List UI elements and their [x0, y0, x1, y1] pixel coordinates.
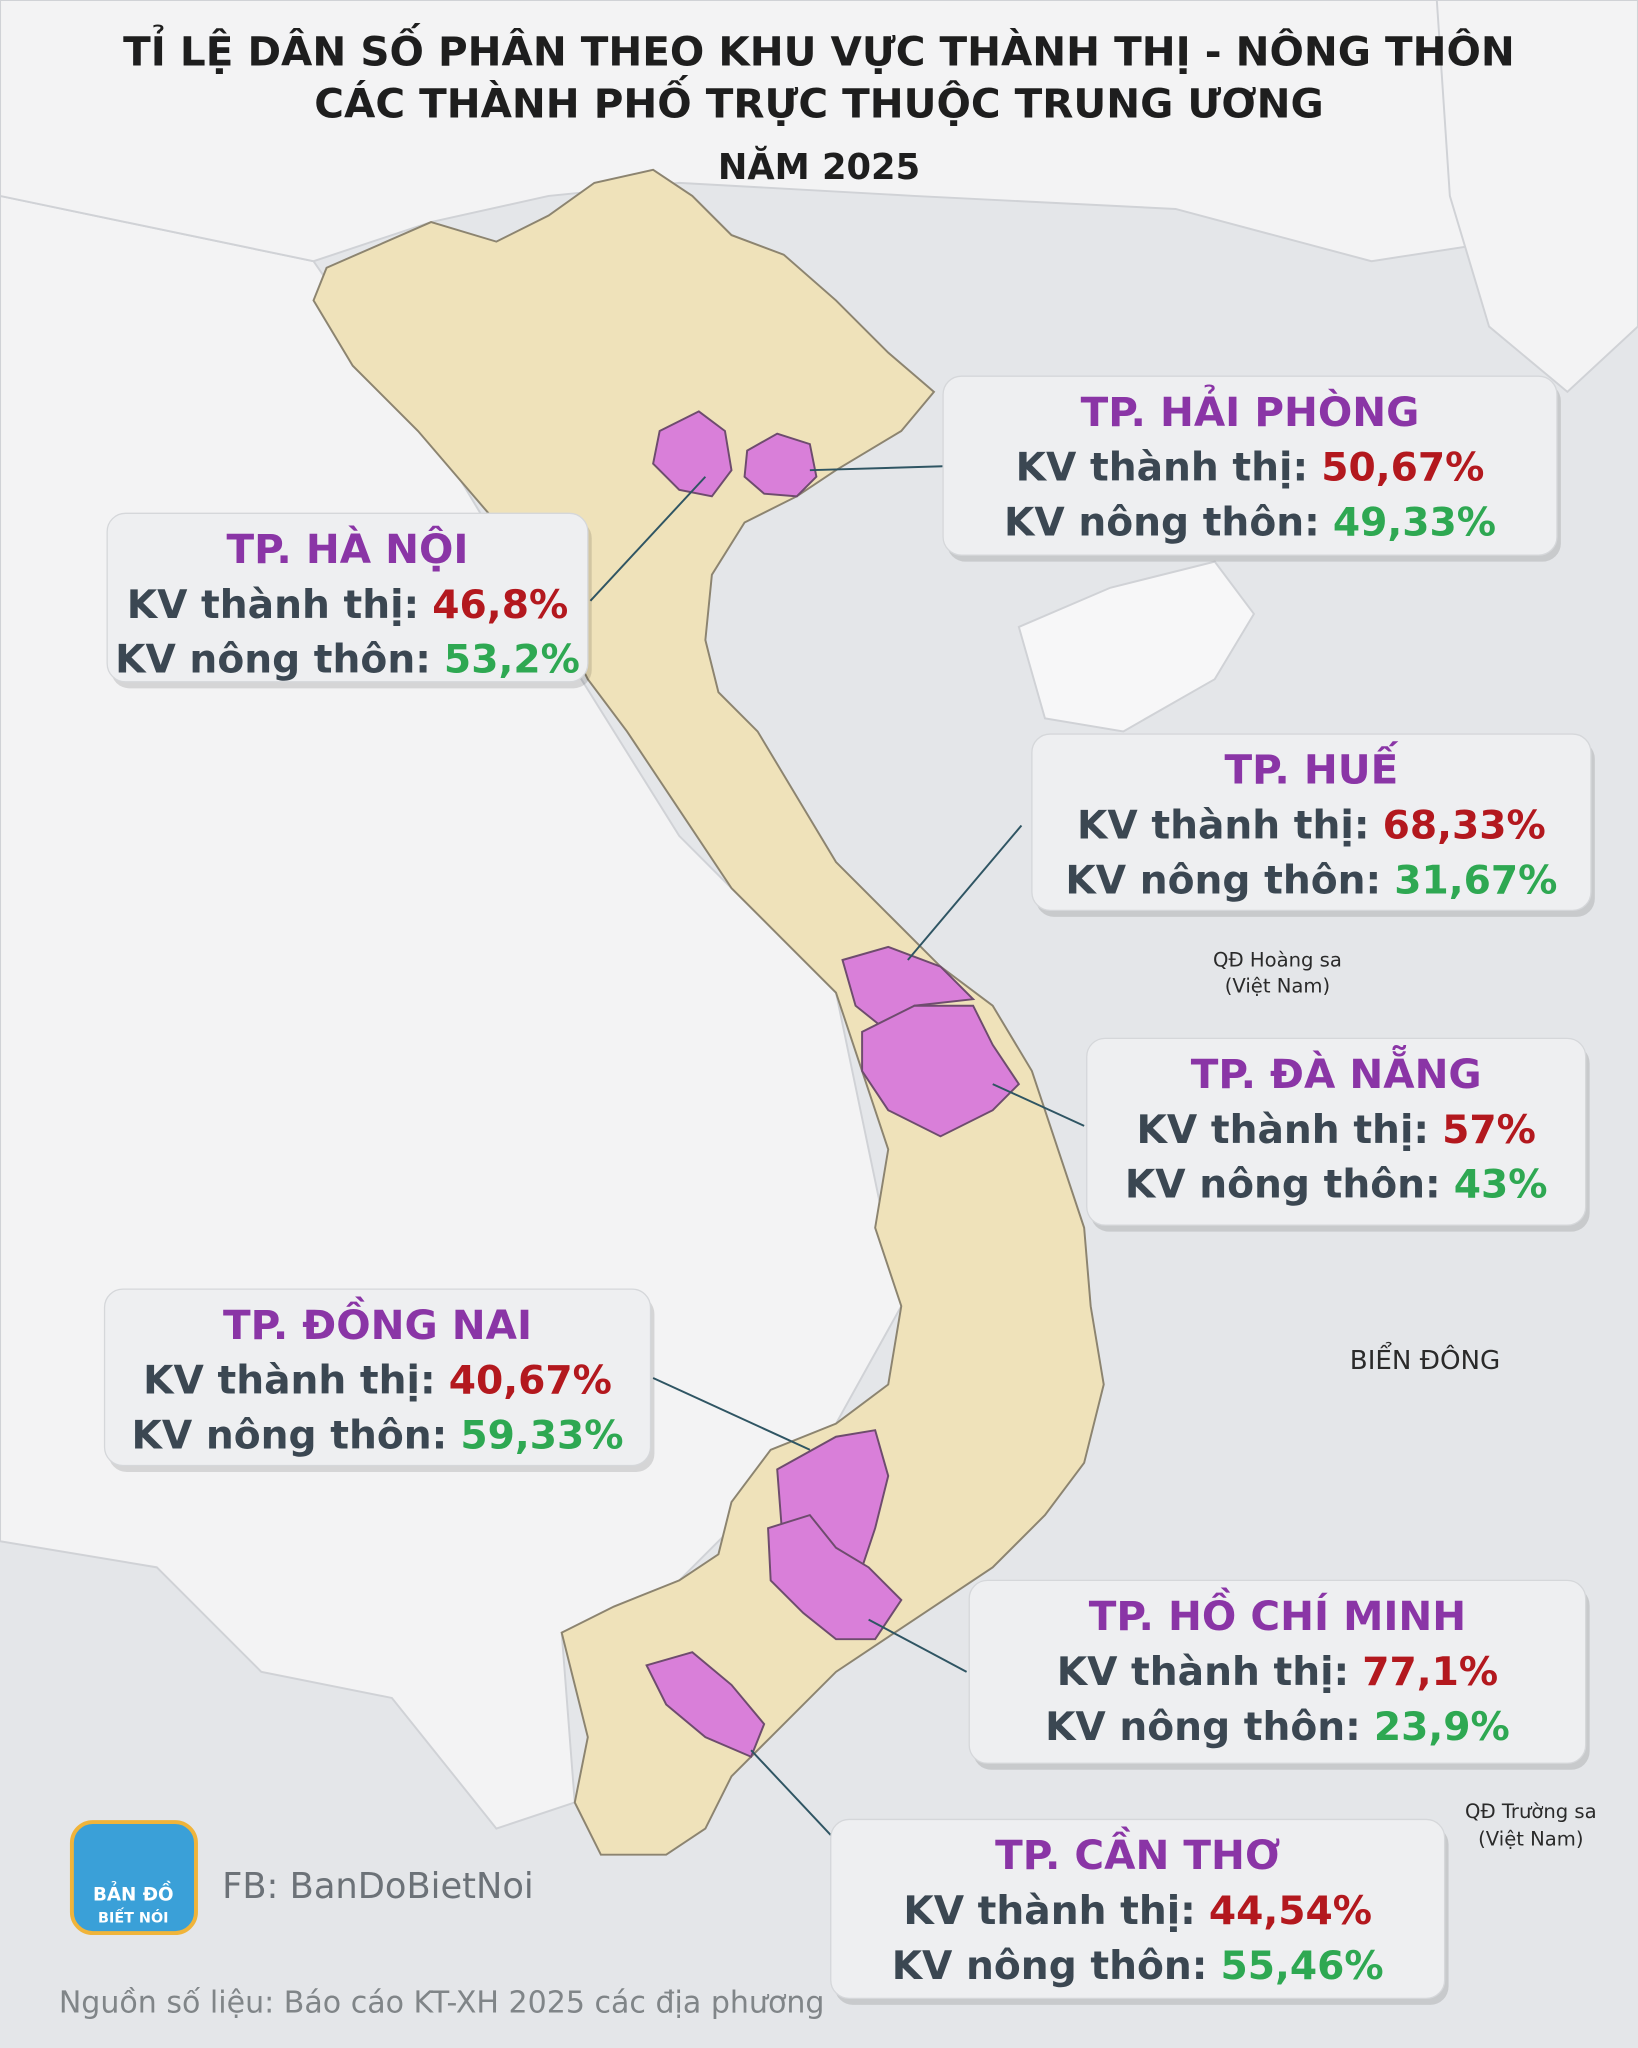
share-line: KV thành thị: 44,54%: [903, 1889, 1372, 1934]
share-value: 23,9%: [1374, 1705, 1510, 1750]
share-value: 55,46%: [1221, 1944, 1384, 1989]
subtitle: NĂM 2025: [718, 145, 920, 188]
city-name: TP. HÀ NỘI: [227, 525, 469, 573]
city-name: TP. ĐỒNG NAI: [223, 1295, 532, 1349]
share-label: KV nông thôn:: [1065, 858, 1381, 903]
map-label: (Việt Nam): [1225, 975, 1330, 998]
city-box: [968, 1579, 1587, 1764]
share-label: KV nông thôn:: [892, 1944, 1208, 1989]
facebook: FB: BanDoBietNoi: [222, 1866, 534, 1907]
logo-text: BIẾT NÓI: [98, 1908, 168, 1927]
share-label: KV thành thị:: [1137, 1108, 1429, 1153]
leader-line: [907, 824, 1023, 961]
map-label: (Việt Nam): [1478, 1828, 1583, 1851]
share-value: 77,1%: [1362, 1650, 1498, 1695]
region-da-nang: [861, 1004, 1021, 1138]
share-label: KV thành thị:: [127, 583, 419, 628]
map-label: BIỂN ĐÔNG: [1350, 1341, 1501, 1376]
region-hue: [841, 945, 976, 1034]
map-label: QĐ Hoàng sa: [1213, 949, 1342, 972]
share-value: 49,33%: [1333, 501, 1496, 546]
region-ha-noi: [652, 410, 733, 498]
share-value: 40,67%: [449, 1359, 612, 1404]
share-label: KV thành thị:: [1077, 804, 1369, 849]
share-line: KV nông thôn: 49,33%: [1004, 501, 1496, 546]
region-can-tho: [645, 1651, 766, 1759]
share-label: KV thành thị:: [903, 1889, 1195, 1934]
share-value: 50,67%: [1321, 446, 1484, 491]
share-value: 46,8%: [432, 583, 568, 628]
share-line: KV thành thị: 57%: [1137, 1108, 1536, 1153]
city-name: TP. HẢI PHÒNG: [1081, 383, 1420, 436]
logo: [69, 1820, 198, 1936]
share-line: KV nông thôn: 55,46%: [892, 1944, 1384, 1989]
share-label: KV nông thôn:: [115, 638, 431, 683]
share-label: KV thành thị:: [143, 1359, 435, 1404]
city-box: [942, 375, 1558, 556]
share-line: KV thành thị: 50,67%: [1016, 446, 1485, 491]
share-line: KV nông thôn: 23,9%: [1045, 1705, 1510, 1750]
share-value: 57%: [1442, 1108, 1536, 1153]
share-value: 68,33%: [1383, 804, 1546, 849]
share-line: KV thành thị: 46,8%: [127, 583, 568, 628]
share-line: KV thành thị: 40,67%: [143, 1359, 612, 1404]
city-name: TP. CẦN THƠ: [995, 1825, 1280, 1879]
city-name: TP. HỒ CHÍ MINH: [1089, 1586, 1466, 1640]
share-value: 53,2%: [444, 638, 580, 683]
share-line: KV thành thị: 77,1%: [1057, 1650, 1498, 1695]
title-line: CÁC THÀNH PHỐ TRỰC THUỘC TRUNG ƯƠNG: [314, 74, 1323, 128]
share-line: KV thành thị: 68,33%: [1077, 804, 1546, 849]
share-line: KV nông thôn: 43%: [1125, 1163, 1548, 1208]
region-ho-chi-minh: [767, 1513, 903, 1641]
leader-line: [750, 1749, 832, 1836]
city-box: [106, 512, 589, 683]
leader-line: [992, 1083, 1085, 1127]
source: Nguồn số liệu: Báo cáo KT-XH 2025 các đị…: [59, 1986, 825, 2021]
share-line: KV nông thôn: 59,33%: [132, 1413, 624, 1458]
city-box: [1086, 1037, 1587, 1226]
east-land: [1435, 0, 1638, 394]
share-label: KV thành thị:: [1016, 446, 1308, 491]
leader-line: [809, 465, 944, 472]
region-hai-phong: [743, 432, 818, 498]
share-label: KV nông thôn:: [1045, 1705, 1361, 1750]
share-line: KV nông thôn: 31,67%: [1065, 858, 1557, 903]
city-name: TP. HUẾ: [1225, 740, 1399, 794]
logo-text: BẢN ĐỒ: [93, 1881, 174, 1905]
share-label: KV thành thị:: [1057, 1650, 1349, 1695]
share-value: 59,33%: [460, 1413, 623, 1458]
city-box: [830, 1818, 1446, 2000]
leader-line: [589, 476, 707, 602]
share-label: KV nông thôn:: [1004, 501, 1320, 546]
title-line: TỈ LỆ DÂN SỐ PHÂN THEO KHU VỰC THÀNH THỊ…: [123, 21, 1515, 75]
map-label: QĐ Trường sa: [1465, 1800, 1597, 1823]
hainan-island: [1017, 560, 1256, 733]
city-box: [103, 1288, 652, 1467]
share-value: 31,67%: [1394, 858, 1557, 903]
leader-line: [652, 1377, 811, 1451]
city-box: [1031, 733, 1592, 912]
city-name: TP. ĐÀ NẴNG: [1191, 1044, 1482, 1098]
leader-line: [868, 1618, 968, 1673]
share-value: 44,54%: [1209, 1889, 1372, 1934]
share-value: 43%: [1454, 1163, 1548, 1208]
share-label: KV nông thôn:: [1125, 1163, 1441, 1208]
share-line: KV nông thôn: 53,2%: [115, 638, 580, 683]
share-label: KV nông thôn:: [132, 1413, 448, 1458]
vietnam-land: [312, 168, 1105, 1856]
